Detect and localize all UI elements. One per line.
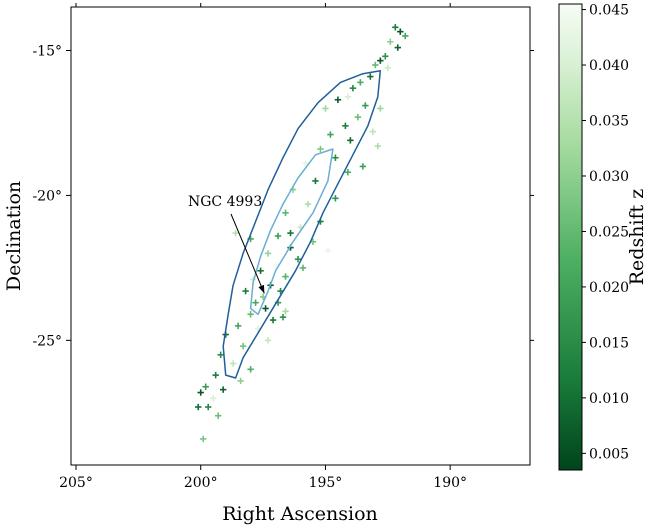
colorbar-tick-label: 0.035: [589, 114, 629, 130]
data-point: [274, 232, 282, 240]
data-point: [349, 84, 357, 92]
colorbar-ticks: 0.005 0.010 0.015 0.020 0.025 0.030 0.035 0.040…: [582, 3, 629, 462]
annotation-label: NGC 4993: [188, 194, 262, 210]
colorbar-tick-label: 0.005: [589, 446, 629, 462]
data-point: [252, 299, 259, 306]
data-point: [202, 383, 209, 390]
contour-outer: [222, 70, 382, 379]
data-point: [377, 57, 384, 64]
data-point: [357, 79, 364, 86]
data-point: [219, 386, 227, 393]
data-point: [195, 403, 202, 411]
data-point: [317, 145, 324, 153]
data-point: [322, 105, 329, 112]
data-point: [394, 44, 401, 51]
colorbar-tick-label: 0.030: [589, 169, 629, 185]
y-tick-label: -25°: [32, 333, 62, 349]
colorbar: [558, 3, 583, 471]
y-tick-label: -20°: [32, 188, 62, 204]
y-tick-label: -15°: [32, 43, 62, 59]
data-point: [402, 32, 409, 40]
data-point: [234, 322, 242, 330]
x-axis-ticks: 205° 200° 195° 190°: [59, 3, 467, 491]
data-point: [217, 351, 224, 359]
data-point: [229, 360, 237, 367]
data-point: [334, 96, 342, 103]
data-point: [344, 169, 352, 176]
contour-inner: [249, 148, 334, 316]
data-point: [347, 137, 354, 144]
data-point: [344, 93, 352, 101]
contour-lines: [222, 70, 382, 379]
x-tick-label: 200°: [184, 475, 218, 491]
data-point: [327, 131, 334, 138]
colorbar-tick-label: 0.025: [589, 224, 629, 240]
data-point: [369, 128, 377, 135]
data-point: [212, 371, 219, 379]
data-point: [247, 366, 254, 373]
data-point: [302, 160, 309, 167]
data-point: [209, 395, 217, 402]
data-point: [342, 122, 349, 130]
data-point: [269, 316, 277, 324]
data-point: [282, 308, 289, 315]
y-axis-title: Declination: [3, 181, 25, 291]
data-point: [377, 105, 384, 112]
plot-frame: [70, 6, 531, 466]
colorbar-tick-label: 0.010: [589, 391, 629, 407]
data-point: [374, 142, 382, 150]
data-point: [262, 305, 269, 312]
data-point: [200, 435, 207, 443]
data-point: [282, 209, 289, 217]
data-point: [382, 53, 389, 60]
data-point: [397, 28, 404, 35]
data-point: [367, 73, 374, 80]
x-tick-label: 190°: [433, 475, 467, 491]
colorbar-tick-label: 0.040: [589, 58, 629, 74]
annotation-arrowhead: [258, 284, 265, 294]
colorbar-tick-label: 0.015: [589, 335, 629, 351]
colorbar-tick-label: 0.045: [589, 3, 629, 19]
data-point: [272, 261, 279, 269]
data-point: [214, 412, 222, 419]
data-point: [264, 337, 272, 344]
colorbar-label: Redshift z: [626, 189, 645, 286]
data-point: [299, 264, 307, 272]
x-tick-label: 195°: [309, 475, 343, 491]
y-axis-ticks: -15° -20° -25°: [32, 43, 534, 349]
data-point: [362, 102, 369, 109]
data-point: [387, 38, 394, 45]
data-point: [237, 377, 244, 385]
data-point: [332, 195, 339, 202]
annotation-arrow: [230, 213, 265, 294]
data-point: [282, 273, 289, 280]
data-point: [257, 267, 264, 274]
scatter-points: [195, 24, 409, 443]
data-point: [239, 342, 247, 350]
data-point: [354, 113, 362, 121]
data-point: [287, 229, 294, 237]
x-tick-label: 205°: [59, 475, 93, 491]
annotation-ngc4993: NGC 4993: [188, 194, 265, 294]
data-point: [392, 24, 399, 31]
data-point: [294, 255, 302, 263]
data-point: [372, 61, 379, 69]
data-point: [232, 229, 239, 237]
data-point: [359, 163, 367, 170]
data-point: [332, 154, 339, 161]
data-point: [324, 247, 332, 254]
data-point: [197, 389, 204, 396]
data-point: [205, 403, 212, 411]
data-point: [304, 200, 312, 208]
data-point: [264, 250, 272, 257]
data-point: [279, 313, 287, 321]
x-axis-title: Right Ascension: [222, 503, 378, 525]
data-point: [242, 287, 249, 295]
colorbar-tick-label: 0.020: [589, 280, 629, 296]
data-point: [384, 64, 392, 72]
data-point: [312, 177, 319, 185]
data-point: [247, 311, 254, 318]
